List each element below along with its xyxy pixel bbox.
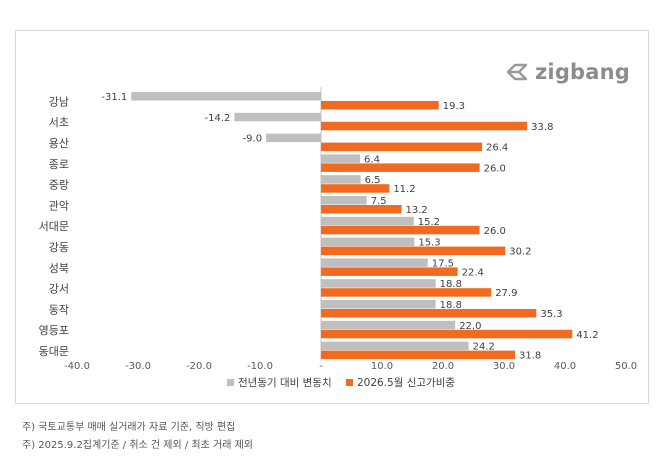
data-label: 17.5 <box>432 258 454 269</box>
data-label: 6.5 <box>365 175 381 186</box>
category-label: 종로 <box>49 158 69 171</box>
data-label: 41.2 <box>576 330 598 341</box>
data-label: 31.8 <box>519 351 541 362</box>
category-label: 용산 <box>49 137 69 150</box>
x-tick-label: -40.0 <box>64 361 90 372</box>
x-tick-label: -10.0 <box>247 361 273 372</box>
data-label: 18.8 <box>440 300 462 311</box>
data-label: 27.9 <box>495 288 517 299</box>
bar-yoy-change <box>321 237 415 247</box>
x-tick-label: - <box>319 361 323 372</box>
category-label: 중랑 <box>49 179 69 192</box>
category-label: 동작 <box>49 303 69 316</box>
bar-new-high-share <box>321 142 483 152</box>
category-label: 강동 <box>49 241 69 254</box>
x-tick-label: 40.0 <box>554 361 576 372</box>
bar-new-high-share <box>321 288 492 297</box>
bar-new-high-share <box>321 121 528 131</box>
data-label: -14.2 <box>205 113 231 124</box>
bar-new-high-share <box>321 225 480 235</box>
category-label: 관악 <box>49 199 69 212</box>
data-label: 30.2 <box>509 247 531 258</box>
bar-yoy-change <box>321 154 361 163</box>
category-label: 영등포 <box>39 324 69 337</box>
brand-name: zigbang <box>535 60 631 84</box>
category-label: 서대문 <box>39 220 69 233</box>
bar-yoy-change <box>321 320 456 330</box>
bar-yoy-change <box>321 300 436 309</box>
data-label: 35.3 <box>540 309 562 320</box>
bar-yoy-change <box>321 216 414 226</box>
data-label: 19.3 <box>443 101 465 112</box>
category-label: 강서 <box>49 283 69 296</box>
category-label: 성북 <box>49 262 69 275</box>
data-label: 18.8 <box>440 279 462 290</box>
bar-yoy-change <box>321 175 361 184</box>
data-label: 24.2 <box>473 342 495 353</box>
data-label: -9.0 <box>243 134 263 145</box>
bar-new-high-share <box>321 309 537 318</box>
zigbang-logo-icon <box>506 63 528 81</box>
legend-swatch <box>227 379 234 386</box>
brand-logo: zigbang <box>505 60 630 84</box>
data-label: 15.2 <box>418 217 440 228</box>
bar-new-high-share <box>321 267 458 276</box>
data-label: 13.2 <box>406 205 428 216</box>
data-label: 33.8 <box>531 122 553 133</box>
bar-yoy-change <box>131 92 321 101</box>
x-tick-label: 50.0 <box>615 361 637 372</box>
legend-label: 2026.5월 신고가비중 <box>357 377 455 389</box>
x-tick-label: -30.0 <box>125 361 151 372</box>
bar-new-high-share <box>321 350 515 360</box>
bar-yoy-change <box>234 112 321 122</box>
bar-new-high-share <box>321 184 390 193</box>
data-label: 6.4 <box>364 154 380 165</box>
bar-yoy-change <box>321 341 469 351</box>
data-label: 26.4 <box>486 143 508 154</box>
bar-new-high-share <box>321 246 506 256</box>
bar-new-high-share <box>321 163 480 172</box>
data-label: 22.0 <box>459 321 481 332</box>
x-tick-label: 10.0 <box>371 361 393 372</box>
data-label: 22.4 <box>462 267 484 278</box>
data-label: 11.2 <box>393 184 415 195</box>
data-label: -31.1 <box>101 92 127 103</box>
bar-yoy-change <box>321 196 367 205</box>
data-label: 7.5 <box>371 196 387 207</box>
bar-yoy-change <box>266 133 321 143</box>
category-label: 서초 <box>49 116 69 129</box>
bar-yoy-change <box>321 279 436 288</box>
category-label: 강남 <box>49 95 69 108</box>
bar-new-high-share <box>321 205 402 214</box>
x-tick-label: 30.0 <box>493 361 515 372</box>
x-tick-label: 20.0 <box>432 361 454 372</box>
data-label: 15.3 <box>418 238 440 249</box>
bar-new-high-share <box>321 329 573 339</box>
x-tick-label: -20.0 <box>186 361 212 372</box>
legend-swatch <box>346 379 353 386</box>
data-label: 26.0 <box>484 226 506 237</box>
footnote-criteria: 주) 2025.9.2집계기준 / 취소 건 제외 / 최초 거래 제외 <box>22 440 253 451</box>
footnote-source: 주) 국토교통부 매매 실거래가 자료 기준, 직방 편집 <box>22 422 236 433</box>
legend-label: 전년동기 대비 변동치 <box>238 377 332 389</box>
category-label: 동대문 <box>39 345 69 358</box>
data-label: 26.0 <box>484 163 506 174</box>
bar-new-high-share <box>321 101 439 110</box>
bar-yoy-change <box>321 258 428 267</box>
